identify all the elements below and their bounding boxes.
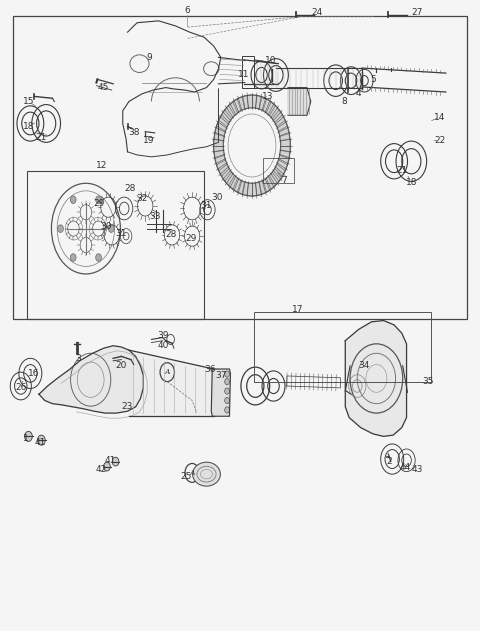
Text: 10: 10 bbox=[265, 56, 277, 65]
Text: 21: 21 bbox=[396, 166, 408, 175]
Circle shape bbox=[112, 457, 119, 466]
Text: 28: 28 bbox=[165, 230, 176, 239]
Circle shape bbox=[225, 388, 229, 394]
Circle shape bbox=[96, 196, 101, 203]
Text: 43: 43 bbox=[411, 465, 423, 475]
Text: 13: 13 bbox=[262, 92, 274, 101]
Text: 29: 29 bbox=[93, 199, 105, 208]
Text: 21: 21 bbox=[36, 133, 47, 143]
Text: 44: 44 bbox=[399, 463, 411, 473]
Text: 1: 1 bbox=[23, 433, 28, 443]
Text: 9: 9 bbox=[146, 53, 152, 62]
Text: 8: 8 bbox=[341, 97, 347, 106]
Circle shape bbox=[71, 196, 76, 203]
Text: 27: 27 bbox=[411, 8, 423, 16]
Text: 34: 34 bbox=[358, 362, 369, 370]
Circle shape bbox=[108, 225, 114, 232]
Text: 31: 31 bbox=[116, 229, 127, 238]
Polygon shape bbox=[211, 369, 230, 416]
Bar bbox=[254, 312, 432, 382]
Polygon shape bbox=[39, 346, 144, 413]
Circle shape bbox=[58, 225, 63, 232]
Text: 30: 30 bbox=[100, 221, 112, 230]
Circle shape bbox=[225, 371, 229, 377]
Text: 29: 29 bbox=[185, 234, 197, 243]
Bar bbox=[242, 56, 254, 88]
Text: 25: 25 bbox=[180, 471, 192, 481]
Polygon shape bbox=[345, 321, 407, 437]
Text: 3: 3 bbox=[75, 354, 81, 363]
Ellipse shape bbox=[192, 462, 220, 486]
Text: 38: 38 bbox=[128, 129, 140, 138]
Text: 18: 18 bbox=[406, 177, 417, 187]
Text: 11: 11 bbox=[238, 71, 250, 80]
Circle shape bbox=[96, 254, 101, 261]
Text: 4: 4 bbox=[356, 90, 361, 98]
Text: 33: 33 bbox=[149, 211, 160, 220]
Text: 41: 41 bbox=[104, 456, 116, 465]
Text: 36: 36 bbox=[204, 365, 216, 374]
Bar bbox=[12, 16, 468, 319]
Text: 39: 39 bbox=[157, 331, 169, 340]
Circle shape bbox=[37, 435, 45, 445]
Text: 7: 7 bbox=[281, 175, 287, 185]
Text: 24: 24 bbox=[311, 8, 322, 16]
Text: 41: 41 bbox=[34, 438, 46, 447]
Text: 20: 20 bbox=[116, 362, 127, 370]
Text: 16: 16 bbox=[27, 369, 39, 378]
Text: 19: 19 bbox=[144, 136, 155, 145]
Text: 26: 26 bbox=[15, 384, 26, 392]
Circle shape bbox=[71, 254, 76, 261]
Circle shape bbox=[24, 432, 32, 442]
Text: 35: 35 bbox=[422, 377, 433, 386]
Circle shape bbox=[225, 407, 229, 413]
Wedge shape bbox=[214, 95, 290, 196]
Text: 2: 2 bbox=[386, 457, 392, 466]
Circle shape bbox=[225, 398, 229, 404]
Text: 28: 28 bbox=[124, 184, 136, 193]
Polygon shape bbox=[288, 88, 311, 115]
Text: 40: 40 bbox=[158, 341, 169, 350]
Text: A: A bbox=[190, 469, 195, 477]
Text: 5: 5 bbox=[370, 75, 376, 84]
Text: 30: 30 bbox=[211, 192, 223, 202]
Text: 17: 17 bbox=[292, 305, 303, 314]
Text: 12: 12 bbox=[96, 161, 107, 170]
Bar bbox=[27, 171, 204, 319]
Text: 15: 15 bbox=[23, 97, 34, 106]
Text: 42: 42 bbox=[96, 465, 107, 475]
Text: 14: 14 bbox=[434, 113, 446, 122]
Text: 37: 37 bbox=[215, 371, 227, 380]
Bar bbox=[263, 158, 294, 183]
Circle shape bbox=[225, 379, 229, 385]
Text: 32: 32 bbox=[136, 194, 147, 203]
Circle shape bbox=[104, 462, 110, 471]
Text: 45: 45 bbox=[98, 83, 109, 92]
Text: 18: 18 bbox=[23, 122, 34, 131]
Polygon shape bbox=[129, 350, 214, 416]
Text: 23: 23 bbox=[122, 403, 133, 411]
Text: 6: 6 bbox=[184, 6, 190, 15]
Text: 22: 22 bbox=[434, 136, 446, 145]
Text: 31: 31 bbox=[201, 201, 212, 211]
Text: A: A bbox=[165, 368, 170, 376]
